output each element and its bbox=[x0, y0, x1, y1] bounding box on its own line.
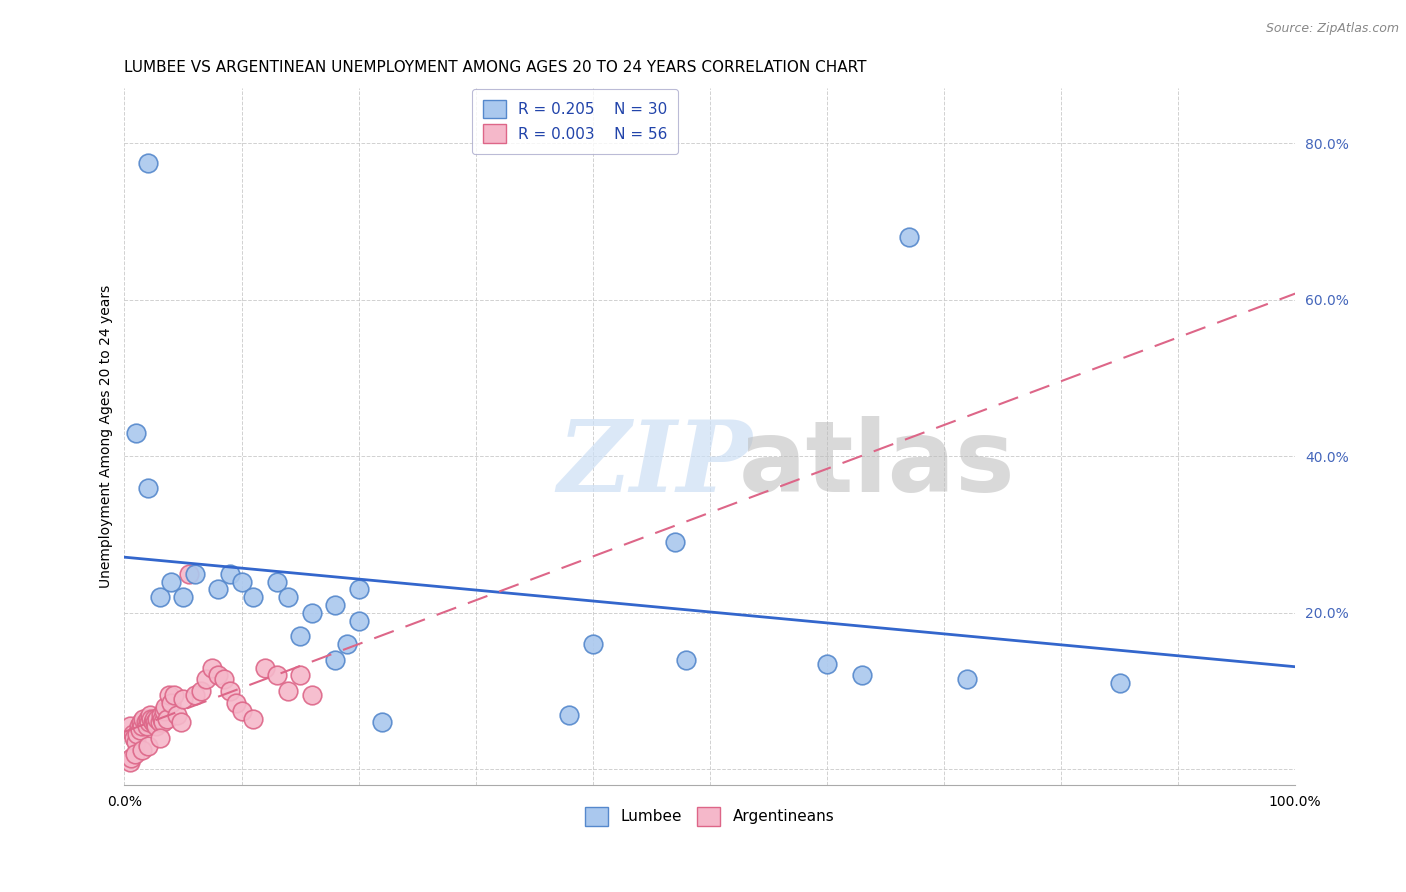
Point bbox=[150, 712, 173, 726]
Point bbox=[242, 712, 264, 726]
Point bbox=[136, 712, 159, 726]
Point bbox=[141, 712, 163, 726]
Legend: Lumbee, Argentineans: Lumbee, Argentineans bbox=[578, 799, 842, 833]
Point bbox=[218, 684, 240, 698]
Point bbox=[136, 739, 159, 753]
Point bbox=[160, 696, 183, 710]
Point bbox=[323, 598, 346, 612]
Point bbox=[146, 712, 169, 726]
Point bbox=[135, 719, 157, 733]
Point bbox=[121, 750, 143, 764]
Point bbox=[177, 566, 200, 581]
Point bbox=[336, 637, 359, 651]
Point bbox=[190, 684, 212, 698]
Point bbox=[149, 731, 172, 745]
Point bbox=[160, 574, 183, 589]
Text: atlas: atlas bbox=[740, 416, 1015, 513]
Point bbox=[851, 668, 873, 682]
Point bbox=[149, 707, 172, 722]
Point bbox=[288, 668, 311, 682]
Text: ZIP: ZIP bbox=[558, 417, 752, 513]
Point bbox=[675, 653, 697, 667]
Point bbox=[582, 637, 605, 651]
Point bbox=[149, 590, 172, 604]
Point bbox=[195, 673, 218, 687]
Point bbox=[558, 707, 581, 722]
Point bbox=[153, 704, 176, 718]
Point bbox=[212, 673, 235, 687]
Point bbox=[897, 230, 920, 244]
Point bbox=[225, 696, 247, 710]
Point bbox=[347, 582, 370, 597]
Point bbox=[183, 566, 205, 581]
Point bbox=[145, 719, 167, 733]
Point bbox=[242, 590, 264, 604]
Point bbox=[207, 582, 229, 597]
Point bbox=[956, 673, 979, 687]
Point bbox=[131, 719, 153, 733]
Point bbox=[131, 743, 153, 757]
Point bbox=[1108, 676, 1130, 690]
Point bbox=[127, 727, 149, 741]
Point bbox=[125, 735, 148, 749]
Y-axis label: Unemployment Among Ages 20 to 24 years: Unemployment Among Ages 20 to 24 years bbox=[100, 285, 114, 589]
Point bbox=[139, 707, 162, 722]
Point bbox=[121, 727, 143, 741]
Text: LUMBEE VS ARGENTINEAN UNEMPLOYMENT AMONG AGES 20 TO 24 YEARS CORRELATION CHART: LUMBEE VS ARGENTINEAN UNEMPLOYMENT AMONG… bbox=[125, 60, 868, 75]
Point bbox=[142, 712, 165, 726]
Point bbox=[301, 688, 323, 702]
Point bbox=[122, 731, 145, 745]
Point bbox=[149, 715, 172, 730]
Point bbox=[288, 629, 311, 643]
Point bbox=[138, 715, 160, 730]
Point bbox=[163, 688, 186, 702]
Point bbox=[152, 715, 174, 730]
Point bbox=[172, 692, 194, 706]
Point bbox=[266, 574, 288, 589]
Point bbox=[135, 715, 157, 730]
Point bbox=[169, 715, 191, 730]
Point bbox=[371, 715, 394, 730]
Text: Source: ZipAtlas.com: Source: ZipAtlas.com bbox=[1265, 22, 1399, 36]
Point bbox=[143, 715, 166, 730]
Point bbox=[201, 660, 224, 674]
Point bbox=[120, 755, 142, 769]
Point bbox=[157, 688, 180, 702]
Point bbox=[166, 707, 188, 722]
Point bbox=[231, 574, 253, 589]
Point bbox=[231, 704, 253, 718]
Point bbox=[277, 590, 299, 604]
Point bbox=[156, 712, 179, 726]
Point bbox=[207, 668, 229, 682]
Point bbox=[347, 614, 370, 628]
Point bbox=[136, 155, 159, 169]
Point bbox=[277, 684, 299, 698]
Point bbox=[128, 723, 150, 738]
Point bbox=[664, 535, 686, 549]
Point bbox=[266, 668, 288, 682]
Point bbox=[125, 425, 148, 440]
Point bbox=[129, 715, 152, 730]
Point bbox=[155, 699, 177, 714]
Point bbox=[128, 719, 150, 733]
Point bbox=[132, 712, 155, 726]
Point bbox=[120, 719, 142, 733]
Point bbox=[142, 715, 165, 730]
Point bbox=[815, 657, 838, 671]
Point bbox=[136, 481, 159, 495]
Point bbox=[323, 653, 346, 667]
Point bbox=[183, 688, 205, 702]
Point bbox=[253, 660, 276, 674]
Point bbox=[218, 566, 240, 581]
Point bbox=[124, 747, 146, 761]
Point bbox=[301, 606, 323, 620]
Point bbox=[172, 590, 194, 604]
